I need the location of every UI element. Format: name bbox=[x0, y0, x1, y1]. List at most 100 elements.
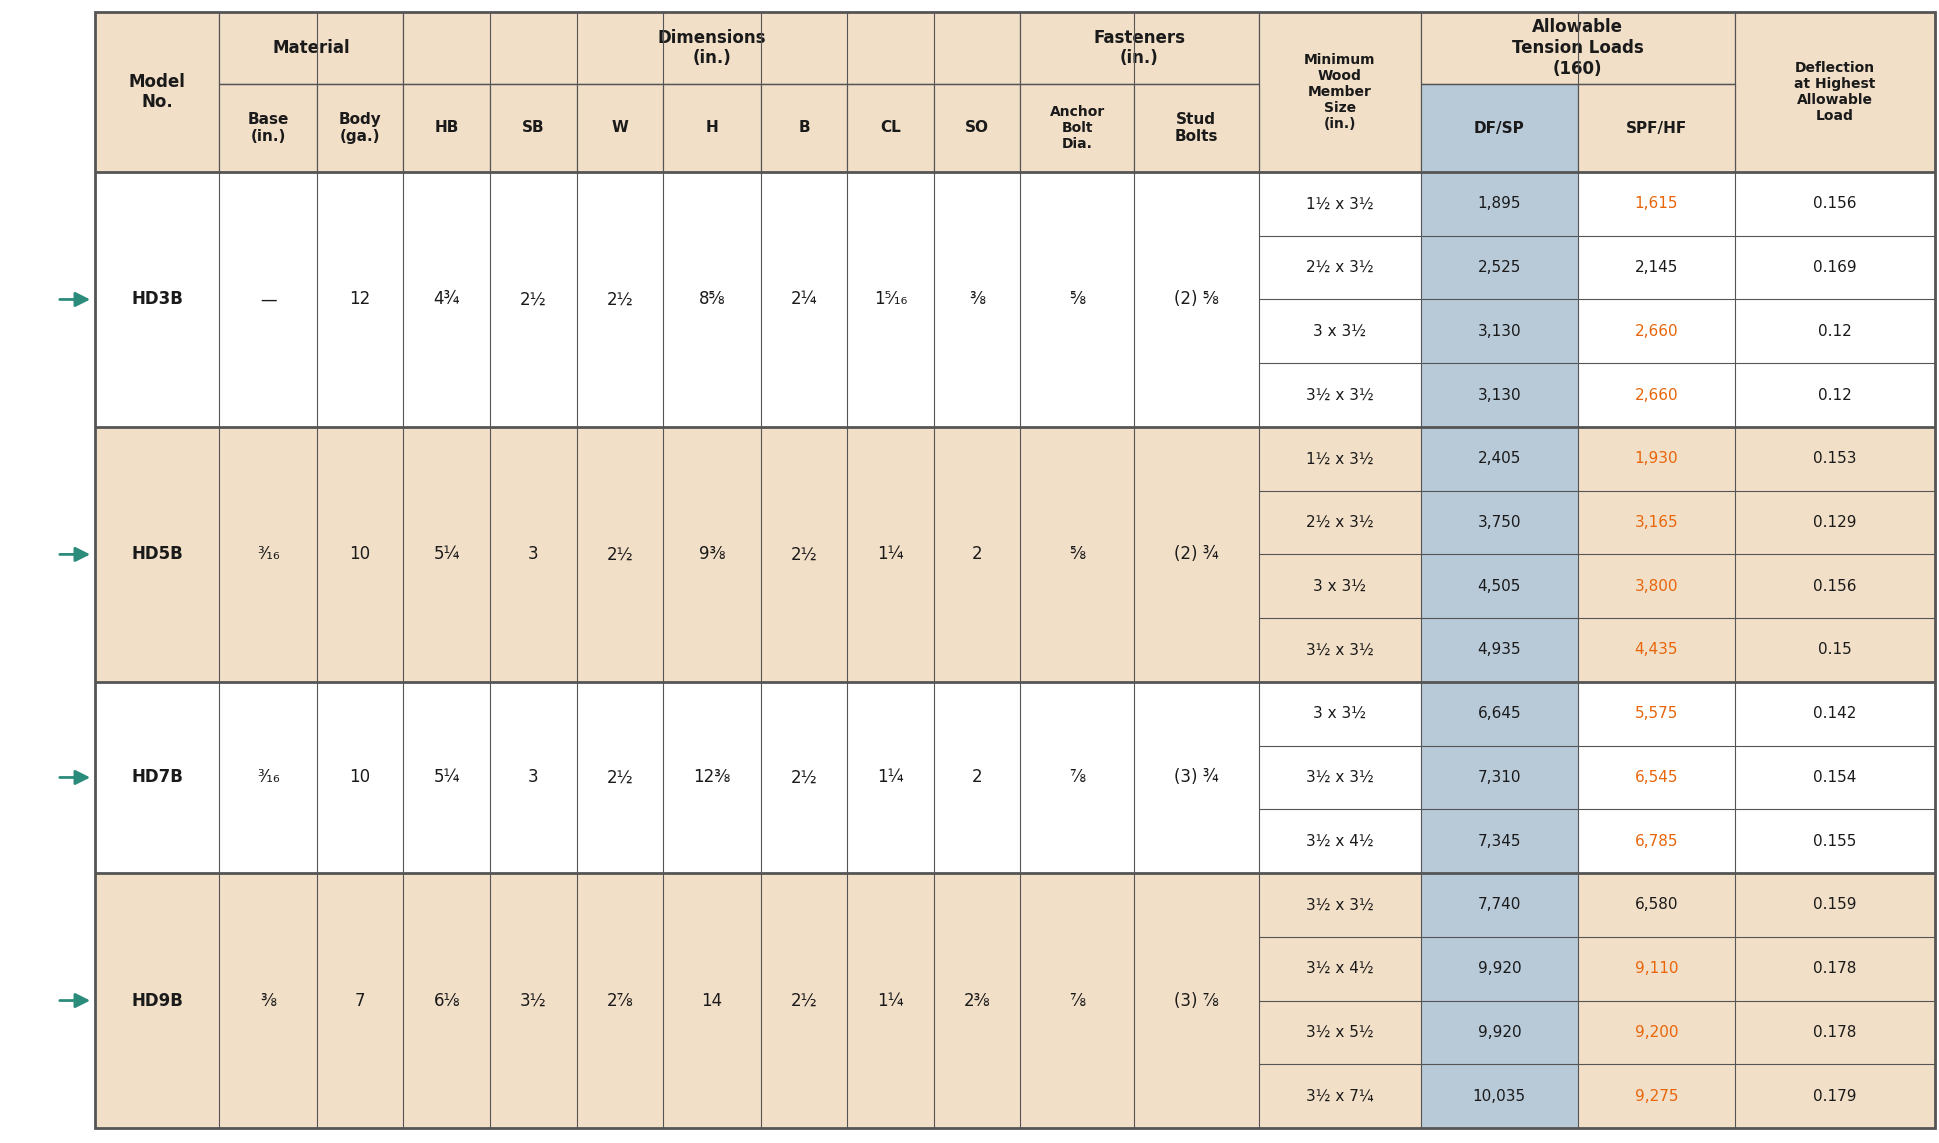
Bar bbox=[403, 171, 491, 427]
Bar bbox=[1576, 1000, 1733, 1064]
Text: 1⁵⁄₁₆: 1⁵⁄₁₆ bbox=[873, 290, 907, 309]
Bar bbox=[1419, 171, 1576, 235]
Text: 2: 2 bbox=[971, 545, 981, 563]
Bar bbox=[316, 873, 403, 1128]
Bar bbox=[1419, 745, 1576, 809]
Text: 2½: 2½ bbox=[791, 991, 816, 1009]
Text: 2⅞: 2⅞ bbox=[607, 991, 632, 1009]
Bar bbox=[316, 427, 403, 682]
Text: 5,575: 5,575 bbox=[1635, 706, 1677, 721]
Text: 7,345: 7,345 bbox=[1478, 833, 1520, 849]
Text: 7,740: 7,740 bbox=[1478, 897, 1520, 912]
Text: 0.156: 0.156 bbox=[1813, 197, 1856, 211]
Text: 5¼: 5¼ bbox=[432, 768, 460, 786]
Bar bbox=[1020, 83, 1134, 171]
Text: 3½ x 3½: 3½ x 3½ bbox=[1305, 387, 1373, 402]
Bar bbox=[1419, 11, 1733, 83]
Bar bbox=[1258, 299, 1419, 363]
Bar bbox=[219, 171, 316, 427]
Bar bbox=[1733, 873, 1933, 937]
Text: 2½: 2½ bbox=[607, 545, 632, 563]
Text: 2½: 2½ bbox=[791, 768, 816, 786]
Text: 9,920: 9,920 bbox=[1478, 1025, 1520, 1040]
Bar bbox=[1733, 937, 1933, 1000]
Text: 2½: 2½ bbox=[520, 290, 547, 309]
Bar bbox=[1733, 299, 1933, 363]
Text: 3½ x 7¼: 3½ x 7¼ bbox=[1305, 1088, 1373, 1104]
Text: 3½ x 3½: 3½ x 3½ bbox=[1305, 642, 1373, 657]
Text: Anchor
Bolt
Dia.: Anchor Bolt Dia. bbox=[1049, 105, 1105, 151]
Text: 1,895: 1,895 bbox=[1478, 197, 1520, 211]
Text: 0.169: 0.169 bbox=[1813, 261, 1856, 275]
Bar bbox=[491, 83, 576, 171]
Text: 14: 14 bbox=[702, 991, 721, 1009]
Text: 8⅝: 8⅝ bbox=[698, 290, 725, 309]
Bar bbox=[1419, 83, 1576, 171]
Bar bbox=[316, 171, 403, 427]
Bar bbox=[1419, 554, 1576, 618]
Bar bbox=[1419, 299, 1576, 363]
Text: ³⁄₁₆: ³⁄₁₆ bbox=[256, 545, 279, 563]
Text: 10,035: 10,035 bbox=[1472, 1088, 1526, 1104]
Bar bbox=[1733, 11, 1933, 171]
Bar bbox=[1419, 363, 1576, 427]
Bar bbox=[933, 171, 1020, 427]
Text: Allowable
Tension Loads
(160): Allowable Tension Loads (160) bbox=[1510, 18, 1642, 78]
Bar bbox=[1576, 427, 1733, 490]
Bar bbox=[1419, 1000, 1576, 1064]
Text: 6,545: 6,545 bbox=[1635, 770, 1677, 785]
Bar bbox=[95, 682, 219, 873]
Text: 9,275: 9,275 bbox=[1635, 1088, 1677, 1104]
Text: Fasteners
(in.): Fasteners (in.) bbox=[1094, 29, 1185, 67]
Bar bbox=[1020, 171, 1134, 427]
Text: ⅜: ⅜ bbox=[260, 991, 275, 1009]
Text: 3½ x 3½: 3½ x 3½ bbox=[1305, 770, 1373, 785]
Bar bbox=[1419, 490, 1576, 554]
Text: Minimum
Wood
Member
Size
(in.): Minimum Wood Member Size (in.) bbox=[1303, 53, 1375, 131]
Text: Dimensions
(in.): Dimensions (in.) bbox=[657, 29, 766, 67]
Bar bbox=[1258, 809, 1419, 873]
Bar bbox=[1258, 235, 1419, 299]
Text: 3 x 3½: 3 x 3½ bbox=[1313, 706, 1365, 721]
Bar bbox=[1733, 1000, 1933, 1064]
Text: HB: HB bbox=[434, 120, 460, 136]
Text: CL: CL bbox=[880, 120, 900, 136]
Text: SPF/HF: SPF/HF bbox=[1625, 120, 1687, 136]
Bar bbox=[1258, 363, 1419, 427]
Text: 12⅜: 12⅜ bbox=[692, 768, 731, 786]
Bar bbox=[316, 682, 403, 873]
Bar bbox=[1258, 490, 1419, 554]
Bar bbox=[1134, 873, 1258, 1128]
Bar bbox=[491, 171, 576, 427]
Text: 2¼: 2¼ bbox=[791, 290, 816, 309]
Bar bbox=[1419, 873, 1576, 937]
Bar bbox=[219, 682, 316, 873]
Text: 3½ x 3½: 3½ x 3½ bbox=[1305, 897, 1373, 912]
Text: Model
No.: Model No. bbox=[128, 73, 186, 111]
Text: 7,310: 7,310 bbox=[1478, 770, 1520, 785]
Text: 1½ x 3½: 1½ x 3½ bbox=[1305, 197, 1373, 211]
Bar bbox=[1733, 682, 1933, 745]
Bar bbox=[1134, 682, 1258, 873]
Bar bbox=[1020, 11, 1258, 83]
Bar bbox=[1419, 618, 1576, 682]
Text: 4,935: 4,935 bbox=[1478, 642, 1520, 657]
Bar bbox=[1020, 427, 1134, 682]
Bar bbox=[491, 682, 576, 873]
Bar bbox=[1134, 83, 1258, 171]
Bar bbox=[403, 682, 491, 873]
Bar bbox=[219, 11, 403, 83]
Text: 5¼: 5¼ bbox=[432, 545, 460, 563]
Text: 2½ x 3½: 2½ x 3½ bbox=[1305, 261, 1373, 275]
Bar bbox=[847, 83, 933, 171]
Bar bbox=[1733, 363, 1933, 427]
Bar bbox=[491, 427, 576, 682]
Text: 4,435: 4,435 bbox=[1635, 642, 1677, 657]
Text: 10: 10 bbox=[349, 768, 370, 786]
Bar bbox=[403, 873, 491, 1128]
Text: 0.12: 0.12 bbox=[1817, 323, 1852, 338]
Bar bbox=[219, 873, 316, 1128]
Bar bbox=[1733, 745, 1933, 809]
Text: 6,580: 6,580 bbox=[1635, 897, 1677, 912]
Text: 9,110: 9,110 bbox=[1635, 961, 1677, 976]
